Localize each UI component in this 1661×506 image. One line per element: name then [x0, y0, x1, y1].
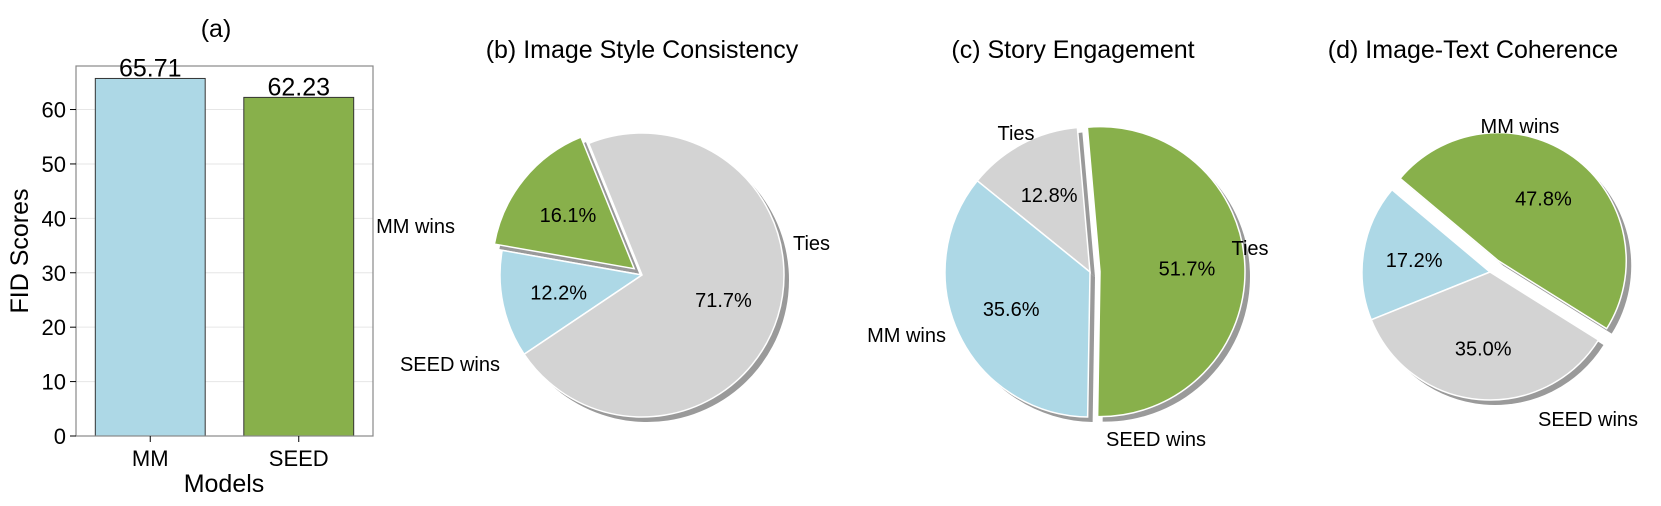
pie-c-title: (c) Story Engagement	[951, 36, 1194, 64]
bar-value-labels: 65.71 62.23	[119, 54, 330, 101]
pie-c-slice-ties	[976, 126, 1091, 274]
pie-b-pct-label: 12.2%	[530, 283, 587, 305]
pie-b-slice-seed-wins	[493, 136, 636, 270]
bar-value-label: 65.71	[119, 54, 182, 82]
pie-b-labels: 12.2% MM wins 71.7% Ties 16.1% SEED wins	[376, 205, 830, 376]
bar-y-tick-label: 0	[54, 424, 66, 449]
pie-b-slices	[493, 132, 785, 418]
pie-d-title: (d) Image-Text Coherence	[1328, 36, 1618, 64]
pie-d-labels: 17.2% MM wins 35.0% Ties 47.8% SEED wins	[1231, 116, 1638, 431]
bar-chart-title: (a)	[201, 15, 232, 43]
bar-x-axis-label: Models	[184, 470, 265, 498]
pie-b-pct-label: 16.1%	[540, 205, 597, 227]
pie-d-slices	[1361, 131, 1627, 401]
pie-chart-image-text-coherence: (d) Image-Text Coherence 17.2% MM wins 35.…	[1231, 36, 1638, 431]
pie-d-slice-seed-wins	[1399, 131, 1627, 330]
bar-plot-frame	[75, 65, 374, 437]
pie-d-pct-label: 35.0%	[1455, 338, 1512, 360]
pie-c-pct-label: 35.6%	[983, 299, 1040, 321]
bar-value-label: 62.23	[267, 73, 330, 101]
pie-d-slice-ties	[1370, 271, 1600, 401]
pie-d-pct-label: 47.8%	[1515, 189, 1572, 211]
pie-d-slice-label: SEED wins	[1538, 409, 1638, 431]
pie-c-pct-label: 51.7%	[1159, 259, 1216, 281]
pie-d-slice-label: Ties	[1231, 238, 1268, 260]
bar-y-ticks: 0 10 20 30 40 50 60	[42, 98, 76, 449]
pie-c-slice-seed-wins	[1086, 125, 1246, 418]
pie-d-pct-label: 17.2%	[1386, 250, 1443, 272]
bar-y-tick-label: 60	[42, 98, 66, 123]
bar-y-tick-label: 40	[42, 206, 66, 231]
pie-chart-style-consistency: (b) Image Style Consistency 12.2% MM wins…	[376, 36, 830, 422]
bar-y-tick-label: 30	[42, 261, 66, 286]
pie-c-slice-label: MM wins	[867, 325, 946, 347]
pie-b-slice-label: MM wins	[376, 216, 455, 238]
pie-b-pct-label: 71.7%	[695, 290, 752, 312]
bar-mm	[94, 77, 206, 437]
pie-c-slice-label: SEED wins	[1106, 429, 1206, 451]
pie-c-pct-label: 12.8%	[1021, 185, 1078, 207]
pie-b-slice-mm-wins	[499, 249, 644, 356]
pie-c-slice-label: Ties	[997, 123, 1034, 145]
pie-d-slice-mm-wins	[1361, 188, 1492, 321]
bar-chart-fid: (a) 0 10 20 30 40 50 60 MM SEED 65.71 62.23 Mode…	[6, 15, 374, 498]
pie-c-slices	[944, 125, 1246, 418]
bar-x-tick-label: SEED	[269, 446, 329, 471]
bar-x-ticks: MM SEED	[132, 436, 329, 471]
pie-c-labels: 12.8% Ties 35.6% MM wins 51.7% SEED wins	[867, 123, 1215, 451]
pie-b-slice-ties	[523, 132, 785, 418]
bar-y-axis-label: FID Scores	[6, 188, 34, 313]
bar-y-tick-label: 10	[42, 370, 66, 395]
pie-c-slice-mm-wins	[944, 179, 1091, 418]
bar-y-tick-label: 50	[42, 152, 66, 177]
bar-x-tick-label: MM	[132, 446, 169, 471]
pie-b-slice-label: SEED wins	[400, 354, 500, 376]
pie-chart-story-engagement: (c) Story Engagement 12.8% Ties 35.6% MM wi…	[867, 36, 1250, 451]
pie-b-title: (b) Image Style Consistency	[486, 36, 799, 64]
bar-y-tick-label: 20	[42, 315, 66, 340]
pie-d-slice-label: MM wins	[1481, 116, 1560, 138]
bar-bars	[94, 77, 355, 437]
pie-b-slice-label: Ties	[793, 233, 830, 255]
bar-seed	[243, 96, 355, 437]
